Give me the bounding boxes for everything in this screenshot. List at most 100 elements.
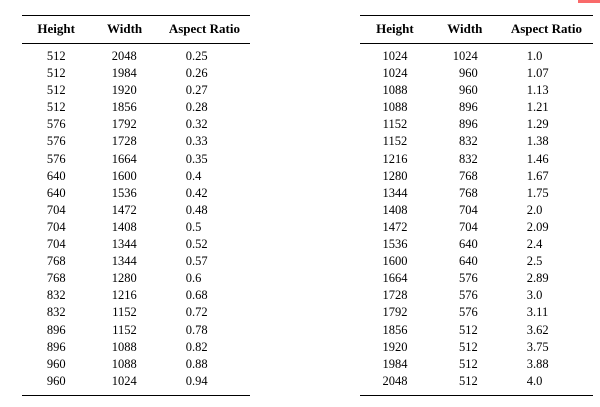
aspect-ratio-cell: 2.0	[526, 202, 543, 217]
width-cell: 832	[459, 134, 478, 149]
height-cell: 704	[46, 219, 66, 234]
aspect-ratio-cell: 3.62	[526, 322, 549, 337]
height-cell: 576	[46, 134, 66, 149]
table-header-row: Height Width Aspect Ratio	[360, 15, 593, 44]
table-row: 1600 640 2.5	[360, 253, 593, 270]
table-row: 1408 704 2.0	[360, 202, 593, 219]
height-cell: 576	[46, 117, 66, 132]
aspect-ratio-cell: 2.89	[526, 271, 549, 286]
height-cell: 2048	[382, 373, 408, 388]
aspect-ratio-cell: 1.13	[526, 83, 549, 98]
table-row: 1984 512 3.88	[360, 356, 593, 373]
width-cell: 1792	[111, 117, 137, 132]
table-row: 960 1088 0.88	[22, 356, 250, 373]
width-cell: 1920	[111, 83, 137, 98]
height-cell: 1408	[382, 202, 408, 217]
width-cell: 960	[459, 83, 478, 98]
width-cell: 576	[459, 288, 478, 303]
height-cell: 832	[46, 305, 66, 320]
width-cell: 896	[459, 100, 478, 115]
aspect-ratio-cell: 0.52	[185, 237, 208, 252]
width-cell: 512	[459, 356, 478, 371]
height-cell: 960	[46, 356, 66, 371]
width-cell: 1856	[111, 100, 137, 115]
width-cell: 768	[459, 168, 478, 183]
width-cell: 1536	[111, 185, 137, 200]
width-cell: 640	[459, 237, 478, 252]
table-row: 768 1280 0.6	[22, 270, 250, 287]
height-cell: 1920	[382, 339, 408, 354]
height-cell: 1152	[382, 134, 408, 149]
table-row: 1152 832 1.38	[360, 133, 593, 150]
width-cell: 1280	[111, 271, 137, 286]
height-cell: 640	[46, 185, 66, 200]
resolution-table-left: Height Width Aspect Ratio 512 2048 0.25 512…	[22, 15, 250, 396]
height-cell: 512	[46, 66, 66, 81]
width-cell: 768	[459, 185, 478, 200]
table-row: 1728 576 3.0	[360, 287, 593, 304]
height-cell: 576	[46, 151, 66, 166]
aspect-ratio-cell: 0.88	[185, 356, 208, 371]
aspect-ratio-cell: 0.25	[185, 49, 208, 63]
table-row: 1344 768 1.75	[360, 185, 593, 202]
height-cell: 1600	[382, 254, 408, 269]
width-cell: 704	[459, 202, 478, 217]
height-cell: 704	[46, 202, 66, 217]
resolution-table-right: Height Width Aspect Ratio 1024 1024 1.0 102…	[360, 15, 593, 396]
column-header-height: Height	[360, 15, 430, 44]
table-row: 768 1344 0.57	[22, 253, 250, 270]
aspect-ratio-cell: 2.4	[526, 237, 543, 252]
height-cell: 640	[46, 168, 66, 183]
aspect-ratio-cell: 3.88	[526, 356, 549, 371]
width-cell: 832	[459, 151, 478, 166]
width-cell: 1664	[111, 151, 137, 166]
aspect-ratio-cell: 1.07	[526, 66, 549, 81]
aspect-ratio-cell: 0.72	[185, 305, 208, 320]
aspect-ratio-cell: 0.82	[185, 339, 208, 354]
table-body: 1024 1024 1.0 1024 960 1.07 1088 960 1.13 1088 896…	[360, 44, 593, 396]
width-cell: 512	[459, 339, 478, 354]
aspect-ratio-cell: 1.29	[526, 117, 549, 132]
aspect-ratio-cell: 1.0	[526, 49, 543, 63]
aspect-ratio-cell: 0.28	[185, 100, 208, 115]
height-cell: 1472	[382, 219, 408, 234]
table-row: 832 1216 0.68	[22, 287, 250, 304]
table-row: 1536 640 2.4	[360, 236, 593, 253]
table-row: 512 1920 0.27	[22, 82, 250, 99]
column-header-width: Width	[429, 15, 500, 44]
aspect-ratio-cell: 0.27	[185, 83, 208, 98]
aspect-ratio-cell: 0.35	[185, 151, 208, 166]
cropped-link-marker	[578, 0, 600, 3]
aspect-ratio-cell: 3.75	[526, 339, 549, 354]
aspect-ratio-cell: 0.68	[185, 288, 208, 303]
height-cell: 1536	[382, 237, 408, 252]
aspect-ratio-cell: 0.5	[185, 219, 202, 234]
width-cell: 1472	[111, 202, 137, 217]
height-cell: 1792	[382, 305, 408, 320]
height-cell: 960	[46, 373, 66, 388]
table-row: 1792 576 3.11	[360, 304, 593, 321]
table-row: 896 1152 0.78	[22, 322, 250, 339]
aspect-ratio-cell: 1.67	[526, 168, 549, 183]
table-row: 960 1024 0.94	[22, 373, 250, 396]
column-header-width: Width	[90, 15, 159, 44]
aspect-ratio-cell: 2.09	[526, 219, 549, 234]
aspect-ratio-cell: 0.6	[185, 271, 202, 286]
aspect-ratio-cell: 0.26	[185, 66, 208, 81]
height-cell: 1088	[382, 83, 408, 98]
width-cell: 1024	[452, 49, 478, 63]
width-cell: 1408	[111, 219, 137, 234]
table-header-row: Height Width Aspect Ratio	[22, 15, 250, 44]
height-cell: 1344	[382, 185, 408, 200]
height-cell: 832	[46, 288, 66, 303]
table-row: 512 1856 0.28	[22, 99, 250, 116]
aspect-ratio-cell: 0.42	[185, 185, 208, 200]
aspect-ratio-cell: 1.21	[526, 100, 549, 115]
table-row: 704 1344 0.52	[22, 236, 250, 253]
table-row: 1024 1024 1.0	[360, 44, 593, 66]
aspect-ratio-cell: 0.48	[185, 202, 208, 217]
height-cell: 1280	[382, 168, 408, 183]
width-cell: 1024	[111, 373, 137, 388]
width-cell: 2048	[111, 49, 137, 63]
